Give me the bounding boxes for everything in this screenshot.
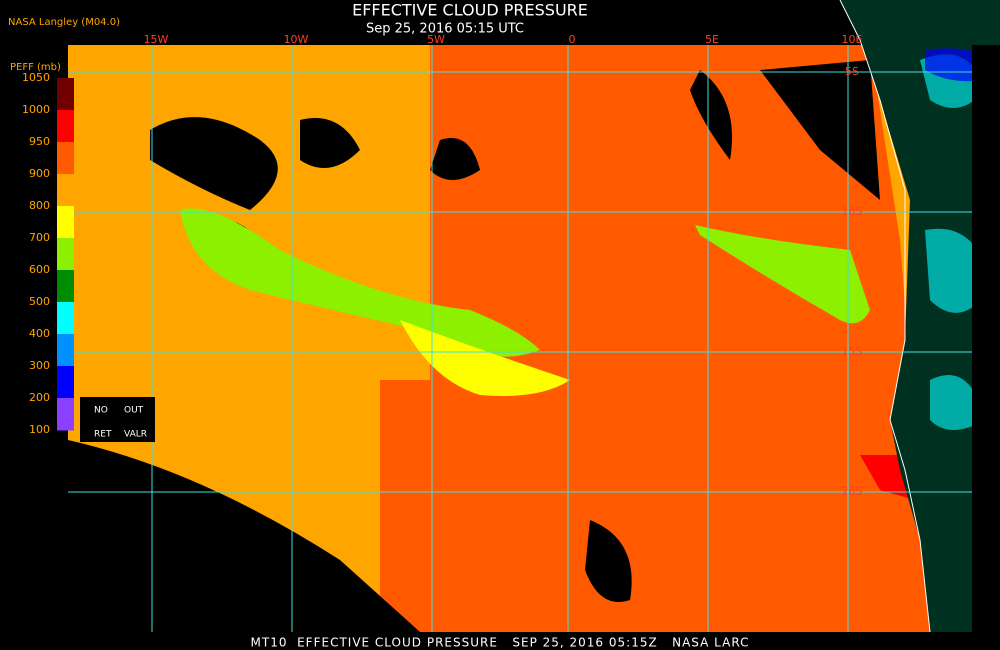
legend-swatch — [57, 366, 74, 399]
longitude-label: 10E — [842, 33, 863, 46]
footer: MT10 EFFECTIVE CLOUD PRESSURE SEP 25, 20… — [251, 636, 750, 650]
longitude-label: 5W — [427, 33, 445, 46]
clear-sky — [68, 60, 880, 632]
land-cloud — [920, 54, 990, 431]
legend-label: 600 — [29, 263, 50, 276]
legend-swatch — [57, 302, 74, 335]
legend-label: 800 — [29, 199, 50, 212]
longitude-label: 0 — [569, 33, 576, 46]
legend-note: OUT — [124, 406, 144, 416]
legend-box — [80, 397, 155, 442]
latitude-label: 10S — [842, 205, 863, 218]
longitude-label: 15W — [144, 33, 169, 46]
land — [840, 0, 1000, 632]
legend-swatch — [57, 78, 74, 111]
legend-note: NO — [94, 406, 108, 416]
land-cloud — [925, 48, 985, 82]
legend-label: 1050 — [22, 71, 50, 84]
latitude-label: 15S — [842, 345, 863, 358]
longitude-label: 5E — [705, 33, 719, 46]
subtitle: Sep 25, 2016 05:15 UTC — [366, 22, 524, 37]
longitude-label: 10W — [284, 33, 309, 46]
legend-swatch — [57, 142, 74, 175]
legend-swatch — [57, 398, 74, 431]
imagery — [68, 0, 1000, 633]
legend-label: 400 — [29, 327, 50, 340]
legend-label: 700 — [29, 231, 50, 244]
mid-cloud-band — [180, 208, 540, 357]
legend-label: 200 — [29, 391, 50, 404]
coastline — [839, 0, 931, 633]
legend-swatch — [57, 238, 74, 271]
legend-swatch — [57, 334, 74, 367]
latitude-label: 5S — [845, 65, 859, 78]
legend-label: 500 — [29, 295, 50, 308]
low-cloud-region — [380, 45, 930, 632]
title: EFFECTIVE CLOUD PRESSURE — [352, 1, 588, 20]
legend-label: 100 — [29, 423, 50, 436]
legend-swatch — [57, 174, 74, 207]
producer: NASA Langley (M04.0) — [8, 17, 120, 28]
legend-swatch — [57, 110, 74, 143]
legend-swatch — [57, 270, 74, 303]
legend-note: VALR — [124, 430, 147, 440]
edge — [972, 45, 1000, 632]
legend-label: 950 — [29, 135, 50, 148]
legend-swatch — [57, 206, 74, 239]
high-cloud-band — [400, 320, 570, 396]
legend-note: RET — [94, 430, 112, 440]
mid-cloud-band — [695, 225, 870, 324]
graticule: 15W 10W 5W 0 5E 10E 5S 10S 15S 20S — [68, 33, 972, 632]
latitude-label: 20S — [842, 485, 863, 498]
legend: PEFF (mb)1050 1000 950 900 800 700 600 500 400 30… — [10, 62, 155, 442]
legend-label: 1000 — [22, 103, 50, 116]
legend-label: 900 — [29, 167, 50, 180]
legend-title: PEFF (mb) — [10, 62, 61, 73]
legend-label: 300 — [29, 359, 50, 372]
